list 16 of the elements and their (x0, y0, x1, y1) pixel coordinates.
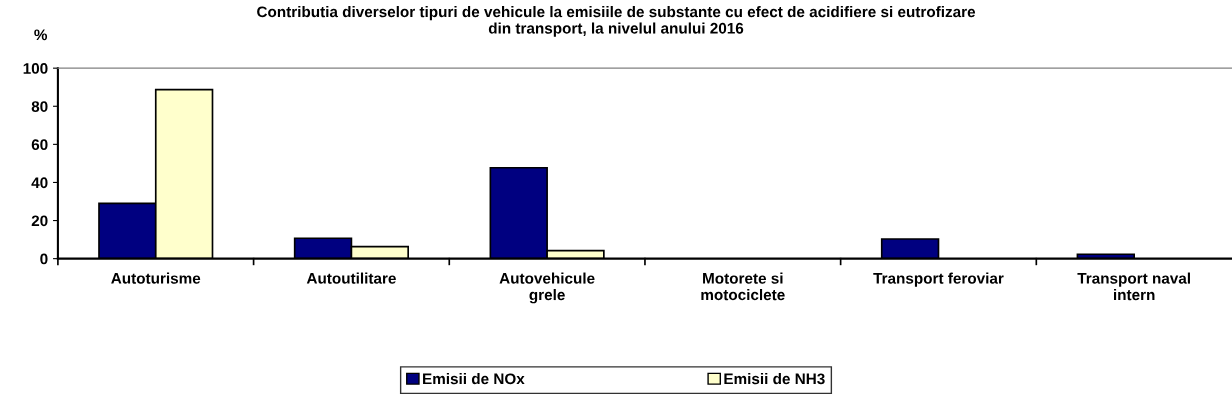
x-tick-label: Autoutilitare (306, 272, 396, 284)
y-tick-label: 80 (31, 101, 48, 112)
x-tick-label: Autovehicule grele (499, 272, 595, 304)
legend-label: Emisii de NH3 (724, 373, 825, 385)
chart-title: Contributia diverselor tipuri de vehicule la emisiile de substante cu efect de acidifiere si eutrofizare din transport, la nivelul anului 2016 (257, 6, 976, 37)
y-tick-label: 20 (31, 215, 48, 227)
x-tick-label: Transport naval intern (1077, 272, 1190, 301)
y-tick-label: 60 (31, 139, 48, 151)
y-axis-title: % (34, 29, 48, 41)
x-tick-label: Motorete si motociclete (701, 272, 785, 301)
x-tick-label: Autoturisme (111, 272, 201, 284)
y-tick-label: 40 (31, 177, 48, 189)
legend-label: Emisii de NOx (423, 373, 525, 385)
y-tick-label: 100 (23, 63, 48, 74)
y-tick-label: 0 (40, 253, 48, 265)
x-tick-label: Transport feroviar (873, 272, 1004, 287)
